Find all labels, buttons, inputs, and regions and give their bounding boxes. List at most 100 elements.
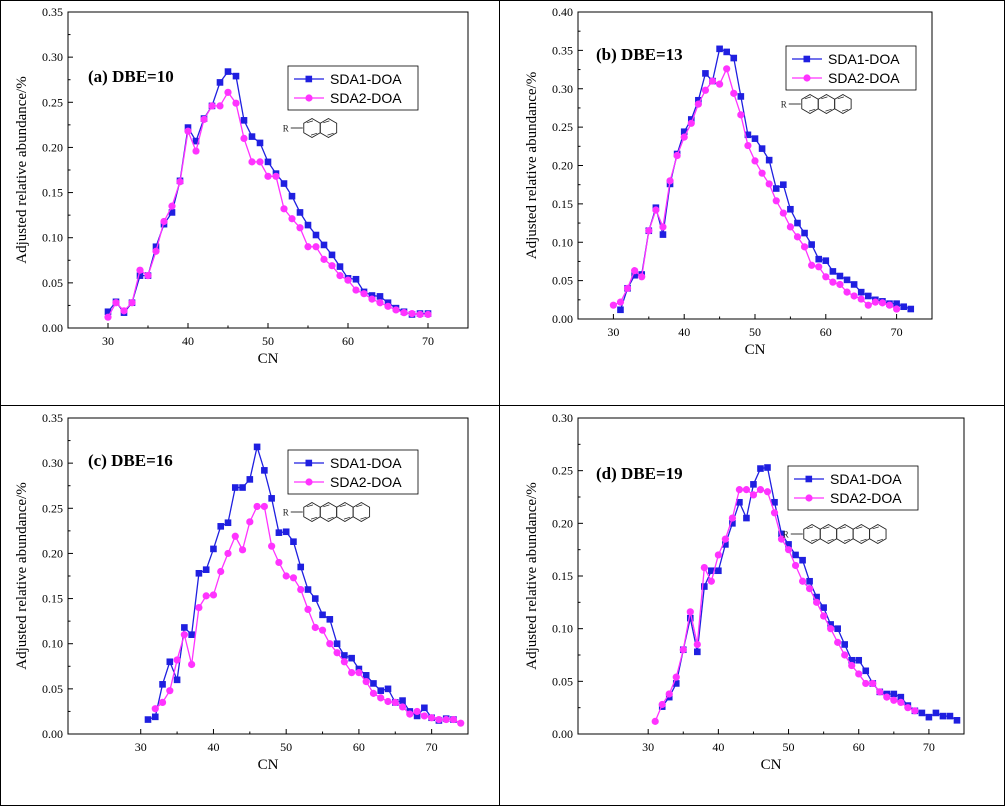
data-point-square [328, 251, 336, 259]
data-point-square [716, 45, 723, 53]
data-point-circle [158, 698, 167, 707]
data-point-square [168, 209, 176, 216]
data-point-circle [136, 266, 144, 274]
data-point-circle [377, 694, 385, 702]
double-bond [360, 516, 367, 520]
legend-swatch-square [305, 75, 313, 83]
y-tick-label: 0.20 [552, 159, 573, 173]
data-point-square [152, 243, 160, 251]
data-point-circle [658, 700, 666, 709]
data-point-square [136, 272, 144, 279]
data-point-square [715, 567, 722, 575]
double-bond [327, 132, 334, 136]
data-point-circle [360, 290, 368, 298]
data-point-circle [192, 147, 200, 155]
data-point-circle [885, 301, 894, 309]
data-point-square [836, 272, 844, 280]
y-tick-label: 0.10 [42, 231, 63, 245]
y-tick-label: 0.00 [552, 727, 573, 741]
data-point-square [216, 79, 224, 86]
data-point-square [907, 305, 915, 313]
data-point-circle [834, 638, 842, 646]
data-point-square [296, 209, 304, 216]
data-point-circle [195, 604, 203, 612]
data-point-square [900, 303, 907, 311]
y-tick-label: 0.30 [552, 411, 573, 425]
x-tick-label: 40 [678, 325, 690, 339]
data-point-square [617, 306, 624, 314]
data-point-square [806, 577, 813, 585]
double-bond [806, 526, 814, 530]
data-point-circle [280, 205, 288, 213]
data-point-square [787, 205, 794, 213]
data-point-circle [883, 693, 891, 701]
data-point-circle [348, 669, 356, 677]
data-point-circle [304, 605, 312, 614]
y-tick-label: 0.30 [552, 82, 573, 96]
data-point-circle [679, 646, 687, 654]
y-tick-label: 0.35 [42, 411, 63, 425]
y-tick-label: 0.30 [42, 456, 63, 470]
data-point-circle [869, 679, 877, 688]
data-point-circle [112, 299, 120, 307]
y-axis-label: Adjusted relative abundance/% [524, 482, 540, 669]
data-point-circle [784, 546, 793, 554]
data-point-square [737, 93, 745, 100]
data-point-circle [855, 670, 863, 678]
data-point-circle [822, 273, 830, 281]
data-point-circle [311, 623, 319, 632]
y-tick-label: 0.20 [42, 140, 63, 154]
double-bond [339, 504, 346, 508]
data-point-square [864, 292, 872, 300]
data-point-square [939, 712, 947, 720]
series-line-sda2-doa [654, 488, 916, 722]
data-point-circle [180, 631, 188, 639]
y-tick-label: 0.05 [552, 274, 573, 288]
y-tick-label: 0.05 [42, 682, 63, 696]
data-point-circle [737, 111, 745, 119]
data-point-circle [890, 696, 898, 704]
data-point-circle [326, 640, 334, 648]
data-point-circle [714, 551, 722, 559]
data-point-square [765, 156, 773, 164]
data-point-circle [680, 133, 688, 141]
data-point-circle [735, 486, 744, 494]
data-point-circle [756, 486, 765, 494]
legend-entry: SDA2-DOA [330, 474, 402, 490]
legend-entry: SDA1-DOA [330, 455, 402, 471]
double-bond [837, 96, 844, 100]
substituent-label: R [781, 100, 787, 110]
chemical-structure-5-rings: R [783, 523, 887, 545]
data-point-circle [609, 301, 618, 309]
data-point-square [368, 292, 376, 299]
data-point-square [890, 690, 898, 698]
data-point-square [217, 523, 225, 530]
double-bond [872, 526, 879, 530]
data-point-circle [246, 518, 254, 526]
data-point-square [326, 616, 334, 623]
data-point-circle [188, 660, 196, 669]
data-point-square [195, 569, 203, 577]
legend-box [785, 45, 917, 91]
legend-swatch-circle [803, 74, 811, 82]
double-bond [823, 526, 830, 530]
double-bond [856, 526, 863, 530]
data-point-circle [772, 197, 780, 205]
data-point-circle [708, 77, 717, 85]
x-tick-label: 30 [607, 325, 619, 339]
double-bond [343, 516, 351, 520]
data-point-circle [843, 288, 851, 296]
data-point-circle [355, 669, 363, 677]
x-tick-label: 60 [342, 334, 354, 348]
data-point-square [953, 717, 961, 724]
data-point-circle [168, 202, 176, 210]
data-point-circle [144, 272, 152, 280]
data-point-circle [312, 243, 320, 251]
data-point-square [843, 276, 851, 284]
double-bond [825, 108, 832, 112]
legend-swatch-circle [305, 94, 313, 102]
data-point-square [231, 484, 239, 491]
data-point-square [778, 530, 785, 538]
data-point-square [304, 221, 312, 229]
data-point-circle [398, 703, 407, 711]
